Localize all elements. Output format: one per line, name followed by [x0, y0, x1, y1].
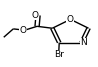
Text: O: O [19, 26, 26, 35]
Text: N: N [81, 38, 87, 47]
Text: O: O [32, 11, 39, 20]
Text: Br: Br [54, 50, 64, 59]
Text: O: O [67, 15, 74, 24]
